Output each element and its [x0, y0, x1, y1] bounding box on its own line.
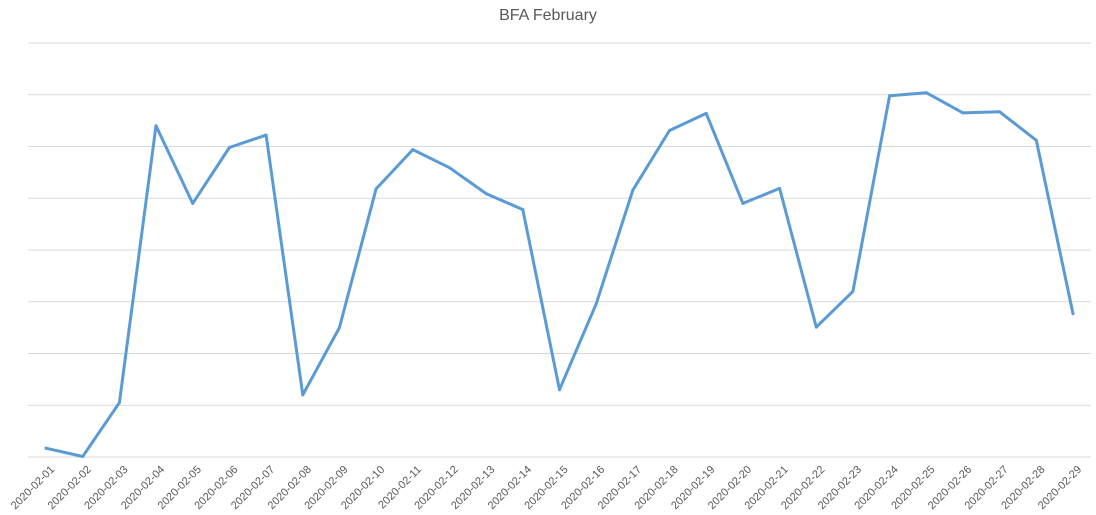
- data-point: [924, 91, 928, 95]
- data-point: [558, 388, 561, 392]
- series-layer: [44, 91, 1075, 458]
- data-point: [447, 166, 451, 170]
- data-point: [1071, 312, 1075, 316]
- data-point: [264, 133, 268, 137]
- data-point: [998, 110, 1002, 114]
- data-point: [374, 187, 378, 191]
- data-point: [1034, 138, 1038, 142]
- data-point: [117, 401, 121, 405]
- data-point: [888, 94, 892, 98]
- data-point: [851, 289, 855, 293]
- data-point: [337, 326, 341, 330]
- data-point: [44, 446, 48, 450]
- x-tick-labels: 2020-02-012020-02-022020-02-032020-02-04…: [9, 464, 1084, 512]
- series-line: [44, 91, 1075, 458]
- data-point: [814, 325, 818, 329]
- data-point: [521, 208, 525, 212]
- data-point: [631, 188, 635, 192]
- data-point: [778, 186, 782, 190]
- data-point: [594, 302, 598, 306]
- data-point: [741, 201, 745, 205]
- data-point: [668, 128, 672, 132]
- data-point: [227, 146, 231, 150]
- data-point: [961, 111, 965, 115]
- data-point: [411, 148, 415, 152]
- chart-title: BFA February: [499, 7, 597, 24]
- data-point: [301, 393, 305, 397]
- data-point: [154, 124, 158, 128]
- data-point: [484, 192, 488, 196]
- data-point: [191, 201, 195, 205]
- data-point: [81, 454, 85, 458]
- gridlines: [28, 42, 1091, 458]
- data-point: [704, 111, 708, 115]
